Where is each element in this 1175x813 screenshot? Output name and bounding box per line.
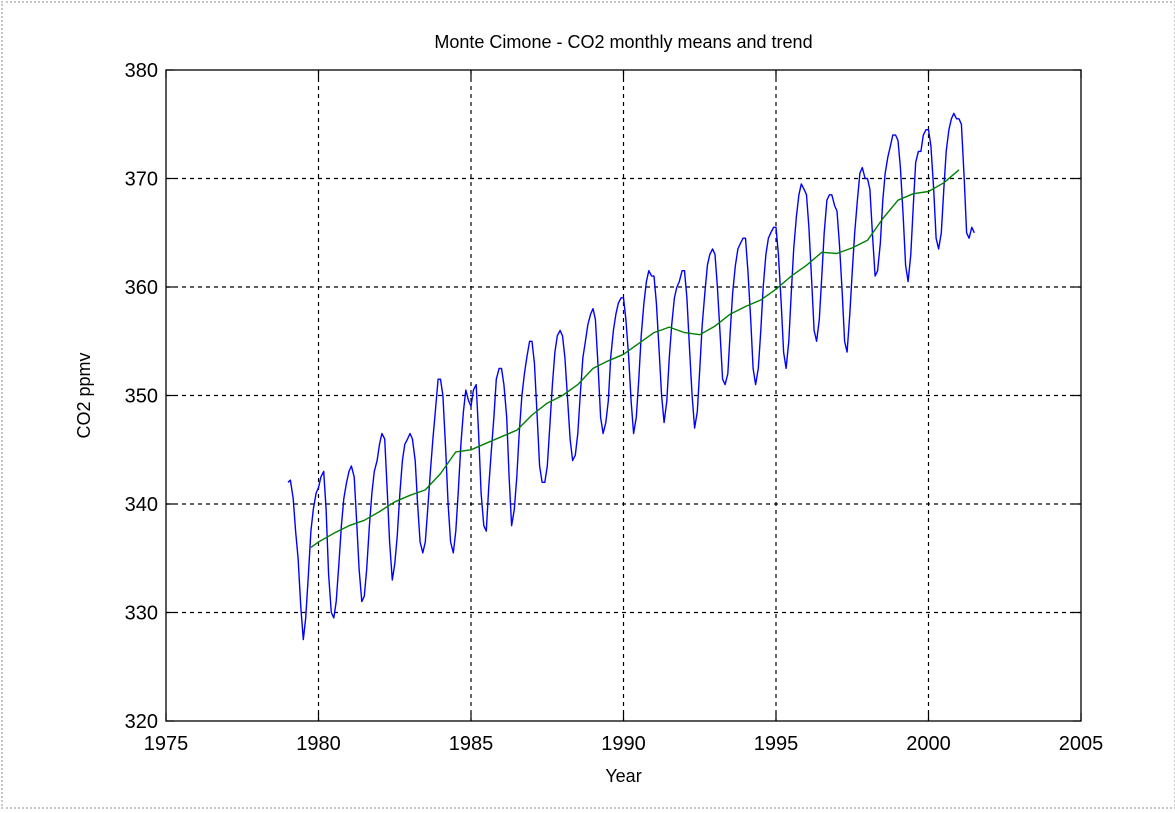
x-tick-label: 1975: [144, 733, 189, 755]
x-tick-label: 2000: [906, 733, 951, 755]
y-axis-label: CO2 ppmv: [74, 352, 94, 438]
x-tick-label: 2005: [1059, 733, 1104, 755]
y-tick-label: 320: [125, 711, 158, 733]
axis-ticks: 1975 1980 1985 1990 1995 2000 2005 320 330 340 350…: [125, 60, 1104, 755]
y-tick-label: 380: [125, 60, 158, 82]
x-tick-label: 1995: [754, 733, 799, 755]
series-line-trend: [310, 169, 960, 548]
grid-lines: [166, 70, 1081, 721]
y-tick-label: 350: [125, 386, 158, 408]
x-tick-label: 1980: [296, 733, 341, 755]
x-tick-label: 1990: [601, 733, 646, 755]
y-tick-label: 330: [125, 603, 158, 625]
y-tick-label: 360: [125, 277, 158, 299]
x-tick-label: 1985: [449, 733, 494, 755]
x-axis-label: Year: [605, 766, 641, 786]
chart-title: Monte Cimone - CO2 monthly means and tre…: [434, 32, 812, 52]
series-line-monthly: [287, 112, 975, 641]
y-tick-label: 340: [125, 494, 158, 516]
y-tick-label: 370: [125, 169, 158, 191]
series-lines: [287, 112, 975, 641]
